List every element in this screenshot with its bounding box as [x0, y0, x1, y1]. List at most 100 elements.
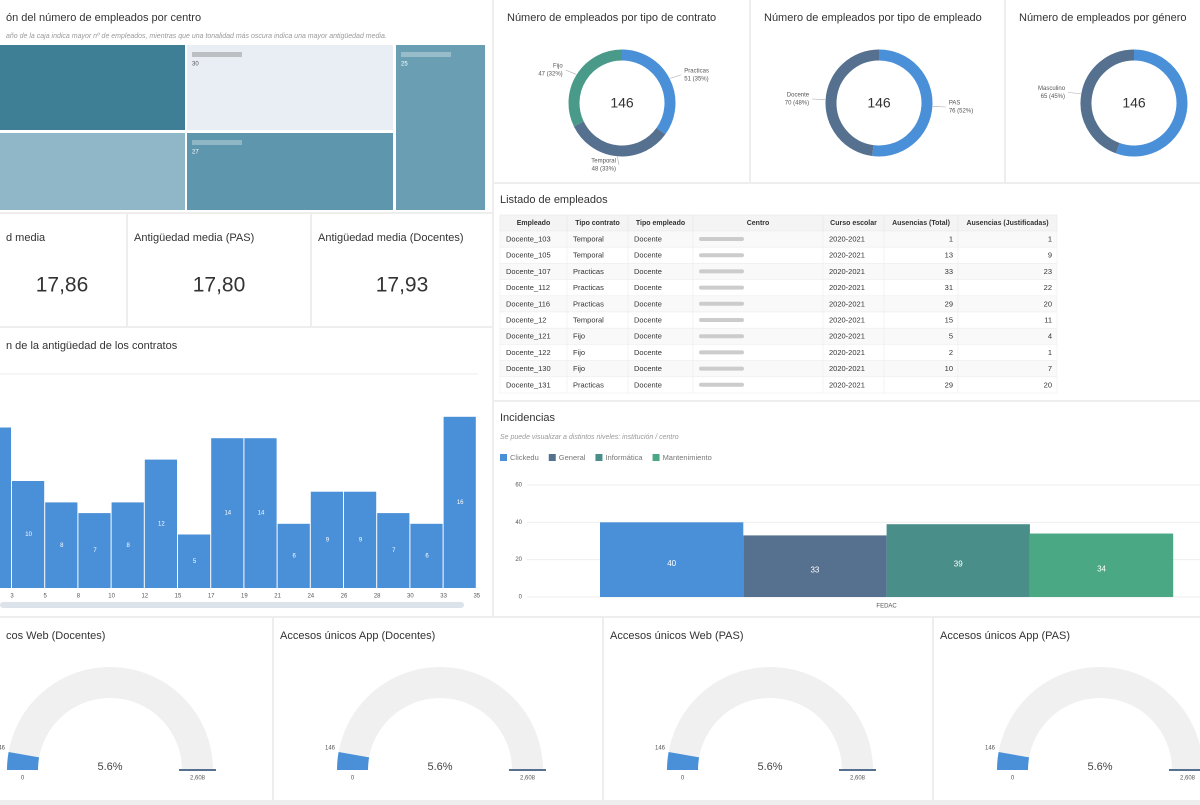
leader-line [812, 98, 826, 100]
histogram-bar [443, 416, 476, 588]
gauge-value: 146 [655, 746, 666, 752]
table-text: 2020-2021 [829, 364, 865, 373]
table-cell [883, 230, 959, 248]
kpi-title: Antigüedad media (PAS) [134, 232, 254, 244]
table-text: Practicas [573, 299, 604, 308]
donut-segment [872, 49, 933, 157]
table-value: 15 [945, 315, 953, 324]
table-value: 1 [949, 234, 953, 243]
x-tick-label: 26 [341, 594, 348, 600]
table-value: 2 [949, 348, 953, 357]
table-text: 2020-2021 [829, 332, 865, 341]
x-tick-label: FEDAC [876, 604, 897, 610]
gauge-min: 0 [351, 776, 355, 782]
x-tick-label: 17 [208, 594, 215, 600]
table-text: Docente_116 [506, 299, 550, 308]
histogram-bar [310, 491, 343, 588]
histogram-bar [277, 523, 310, 588]
table-value: 1 [1048, 234, 1052, 243]
legend-label: Clickedu [510, 453, 539, 462]
segment-label: 51 (35%) [684, 76, 708, 82]
cell-value: 25 [401, 62, 408, 68]
blurred-text [699, 366, 744, 371]
column-header: Curso escolar [830, 220, 877, 227]
donut-segment [1080, 49, 1135, 154]
gauge-max: 2,608 [190, 776, 206, 782]
x-tick-label: 33 [440, 594, 447, 600]
leader-line [1068, 92, 1081, 95]
blurred-text [699, 318, 744, 322]
donut-total: 146 [1122, 95, 1146, 111]
table-cell [957, 360, 1058, 378]
segment-name: Fijo [553, 64, 563, 70]
bar-label: 9 [359, 537, 363, 543]
segment-name: Docente [787, 93, 810, 99]
histogram-bar [344, 491, 377, 588]
gauge-percent: 5.6% [1087, 761, 1112, 773]
table-value: 31 [945, 283, 953, 292]
table-text: Docente_130 [506, 364, 551, 373]
table-text: 2020-2021 [829, 299, 865, 308]
table-cell [883, 327, 959, 345]
bar-label: 8 [127, 543, 131, 549]
gauge-track [997, 667, 1200, 771]
table-cell [957, 230, 1058, 248]
table-text: Docente_112 [506, 283, 550, 292]
blurred-text [699, 301, 744, 306]
column-header: Centro [747, 220, 770, 227]
x-tick-label: 30 [407, 594, 414, 600]
gauge-track [7, 667, 213, 771]
x-tick-label: 24 [307, 594, 314, 600]
histogram-bar [0, 427, 11, 588]
table-value: 29 [945, 299, 953, 308]
leader-line [617, 156, 620, 165]
table-text: 2020-2021 [829, 380, 865, 389]
treemap-cell [0, 45, 185, 130]
table-text: Docente [634, 315, 662, 324]
bar-label: 14 [224, 511, 231, 517]
gauge-min: 0 [21, 776, 25, 782]
table-text: Temporal [573, 315, 604, 324]
leader-line [932, 106, 946, 108]
leader-line [669, 74, 682, 79]
scrollbar [0, 602, 464, 608]
gauge-track [667, 667, 873, 771]
table-text: Docente_105 [506, 251, 551, 260]
table-text: Practicas [573, 380, 604, 389]
table-text: 2020-2021 [829, 251, 865, 260]
panel-title: n de la antigüedad de los contratos [6, 340, 178, 352]
legend-label: Mantenimiento [663, 453, 712, 462]
blurred-text [699, 334, 744, 339]
histogram-bar [45, 502, 78, 588]
table-cell [957, 279, 1058, 297]
table-text: Fijo [573, 332, 585, 341]
segment-label: 65 (45%) [1041, 94, 1065, 100]
legend-swatch [595, 454, 603, 461]
blurred-text [699, 382, 744, 387]
segment-label: 70 (48%) [785, 101, 809, 107]
bar-label: 7 [392, 548, 396, 554]
column-header: Empleado [517, 220, 550, 227]
x-tick-label: 8 [77, 594, 81, 600]
table-text: Docente_107 [506, 267, 551, 276]
table-text: 2020-2021 [829, 315, 865, 324]
donut-segment [621, 49, 676, 135]
table-text: Fijo [573, 364, 585, 373]
panel [604, 618, 932, 800]
x-tick-label: 28 [374, 594, 381, 600]
panel-title: Accesos únicos App (PAS) [940, 630, 1070, 642]
table-value: 23 [1044, 267, 1052, 276]
gauge-max: 2,608 [520, 776, 536, 782]
table-value: 13 [945, 251, 953, 260]
x-tick-label: 15 [175, 594, 182, 600]
histogram-bar [144, 459, 177, 588]
histogram-bar [410, 523, 443, 588]
bar-label: 34 [1097, 564, 1106, 573]
blurred-text [699, 350, 744, 355]
panel-subtitle: año de la caja indica mayor nº de emplea… [6, 33, 387, 40]
table-text: Temporal [573, 251, 604, 260]
donut-total: 146 [610, 95, 634, 111]
gauge-max: 2,608 [1180, 776, 1196, 782]
